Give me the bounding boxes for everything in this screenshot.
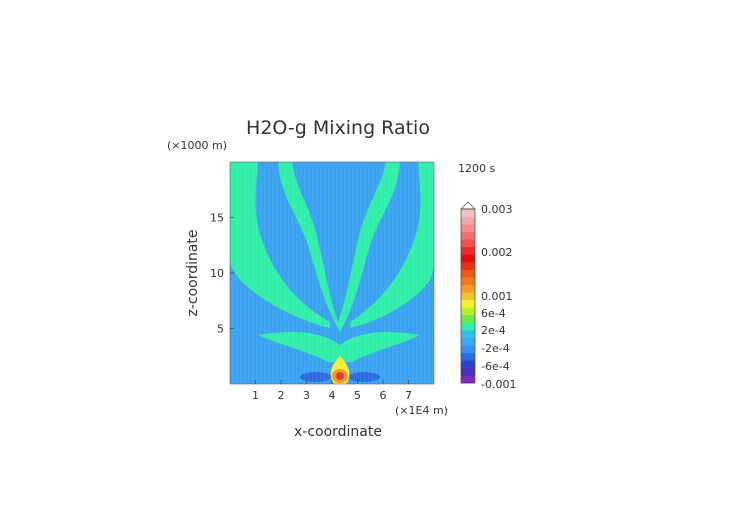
colorbar-swatch [461,375,475,384]
colorbar-swatch [461,330,475,338]
colorbar-swatch [461,337,475,346]
colorbar-swatch [461,269,475,278]
colorbar-swatch [461,314,475,323]
colorbar-frame [460,208,476,384]
colorbar-label: 2e-4 [481,324,506,337]
colorbar-label: 0.002 [481,246,513,259]
y-tick-label: 15 [210,212,224,225]
colorbar-labels: 0.003 0.002 0.001 6e-4 2e-4 -2e-4 -6e-4 -0.001 [481,203,516,391]
colorbar-swatch [461,284,475,293]
x-tick-label: 7 [405,389,412,402]
chart-title: H2O-g Mixing Ratio [246,117,430,139]
x-axis: 1 2 3 4 5 6 7 [252,380,412,402]
time-label: 1200 s [458,162,495,175]
x-axis-label: x-coordinate [294,424,382,440]
colorbar-swatch [461,322,475,331]
colorbar-label: -0.001 [481,378,516,391]
x-tick-label: 3 [303,389,310,402]
colorbar-swatch [461,246,475,255]
colorbar-swatch [461,254,475,263]
colorbar-swatch [461,216,475,225]
x-tick-label: 1 [252,389,259,402]
colorbar-swatch [461,307,475,316]
colorbar-label: -6e-4 [481,360,510,373]
colorbar-swatch [461,231,475,240]
raster-texture [230,162,434,384]
colorbar-swatch [461,261,475,270]
x-unit-label: (×1E4 m) [395,404,448,417]
x-tick-label: 2 [278,389,285,402]
colorbar-swatch [461,299,475,308]
colorbar-swatch [461,292,475,301]
colorbar-swatch [461,367,475,376]
x-tick-label: 5 [354,389,361,402]
y-tick-label: 10 [210,267,224,280]
y-tick-label: 5 [217,323,224,336]
colorbar-swatch [461,352,475,361]
colorbar-swatch [461,345,475,354]
colorbar-label: 6e-4 [481,307,506,320]
colorbar-label: 0.003 [481,203,513,216]
colorbar-swatch [461,224,475,232]
y-axis: 5 10 15 [210,212,234,336]
colorbar-label: 0.001 [481,290,513,303]
y-unit-label: (×1000 m) [167,139,227,152]
colorbar-swatch [461,277,475,285]
x-tick-label: 6 [380,389,387,402]
y-axis-label: z-coordinate [185,229,201,316]
colorbar-swatch [461,209,475,217]
x-tick-label: 4 [329,389,336,402]
colorbar [460,201,476,384]
colorbar-swatch [461,239,475,248]
colorbar-swatch [461,360,475,369]
colorbar-extend-arrow [460,201,476,210]
colorbar-label: -2e-4 [481,342,510,355]
plot-area [230,162,434,384]
